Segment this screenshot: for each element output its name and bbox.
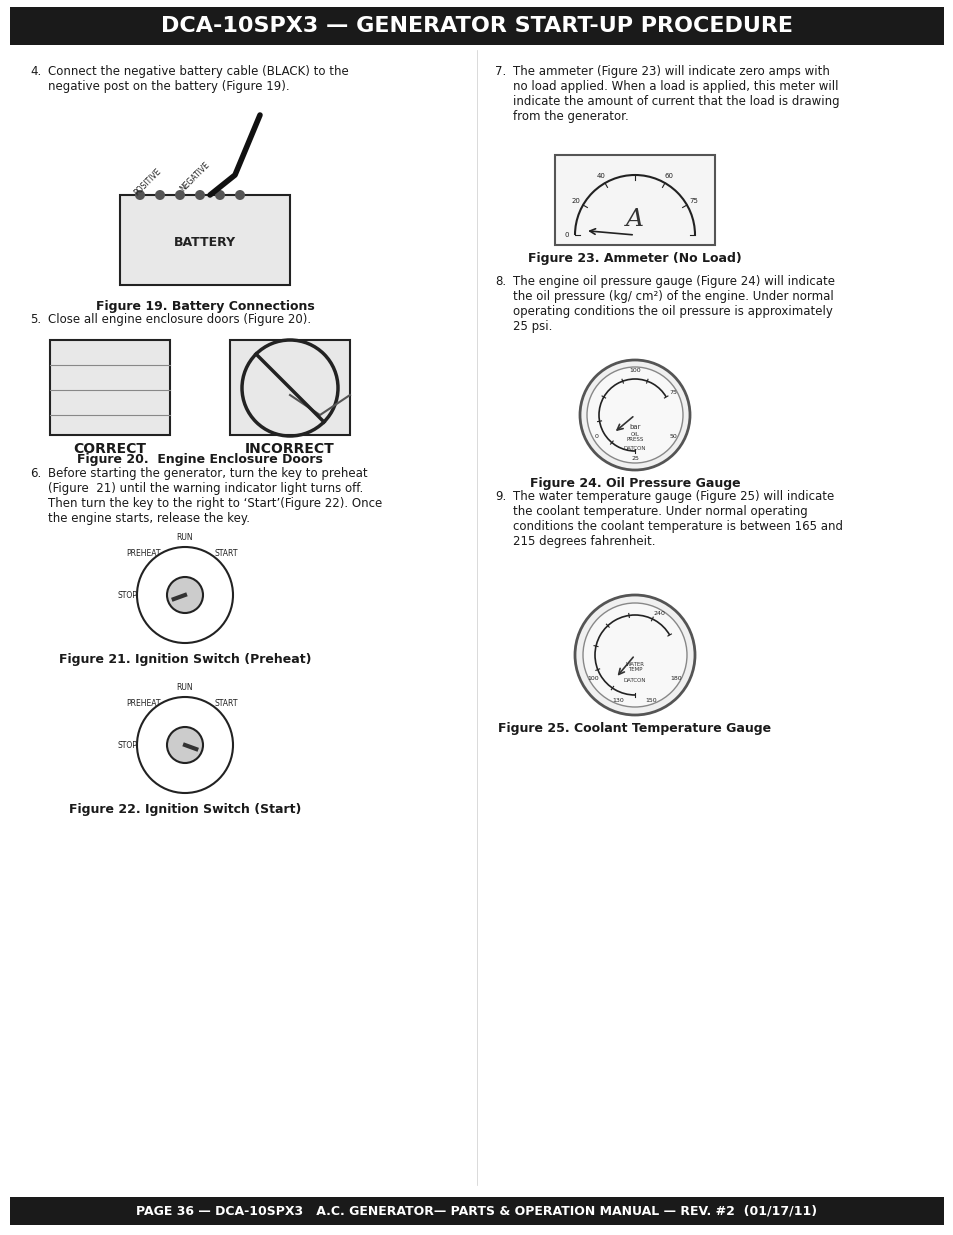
- Text: 8.: 8.: [495, 275, 506, 288]
- Text: RUN: RUN: [176, 683, 193, 692]
- Circle shape: [575, 595, 695, 715]
- Text: 0: 0: [595, 435, 598, 440]
- Text: INCORRECT: INCORRECT: [245, 442, 335, 456]
- Circle shape: [167, 577, 203, 613]
- Circle shape: [167, 727, 203, 763]
- Text: 75: 75: [668, 390, 677, 395]
- Text: PAGE 36 — DCA-10SPX3   A.C. GENERATOR— PARTS & OPERATION MANUAL — REV. #2  (01/1: PAGE 36 — DCA-10SPX3 A.C. GENERATOR— PAR…: [136, 1204, 817, 1218]
- Text: 50: 50: [668, 435, 677, 440]
- Text: RUN: RUN: [176, 532, 193, 541]
- FancyBboxPatch shape: [230, 340, 350, 435]
- Text: The ammeter (Figure 23) will indicate zero amps with
no load applied. When a loa: The ammeter (Figure 23) will indicate ze…: [513, 65, 839, 124]
- Text: 4.: 4.: [30, 65, 41, 78]
- Text: OIL
PRESS: OIL PRESS: [626, 431, 643, 442]
- Text: DATCON: DATCON: [623, 678, 645, 683]
- Text: WATER
TEMP: WATER TEMP: [625, 662, 644, 672]
- Text: STOP: STOP: [117, 741, 137, 750]
- Text: 100: 100: [587, 677, 598, 682]
- Text: Figure 19. Battery Connections: Figure 19. Battery Connections: [95, 300, 314, 312]
- Text: Close all engine enclosure doors (Figure 20).: Close all engine enclosure doors (Figure…: [48, 312, 311, 326]
- Text: START: START: [214, 550, 237, 558]
- Text: The engine oil pressure gauge (Figure 24) will indicate
the oil pressure (kg/ cm: The engine oil pressure gauge (Figure 24…: [513, 275, 834, 333]
- Text: 75: 75: [689, 198, 698, 204]
- Circle shape: [194, 190, 205, 200]
- Text: 9.: 9.: [495, 490, 506, 503]
- Text: Figure 22. Ignition Switch (Start): Figure 22. Ignition Switch (Start): [69, 803, 301, 816]
- Text: CORRECT: CORRECT: [73, 442, 147, 456]
- Circle shape: [174, 190, 185, 200]
- Circle shape: [579, 359, 689, 471]
- Text: NEGATIVE: NEGATIVE: [178, 159, 212, 193]
- Text: Figure 20.  Engine Enclosure Doors: Figure 20. Engine Enclosure Doors: [77, 453, 323, 466]
- Text: 150: 150: [645, 698, 657, 703]
- Circle shape: [214, 190, 225, 200]
- Text: Figure 24. Oil Pressure Gauge: Figure 24. Oil Pressure Gauge: [529, 477, 740, 490]
- Text: 0: 0: [564, 232, 569, 238]
- Text: 130: 130: [612, 698, 624, 703]
- Text: 7.: 7.: [495, 65, 506, 78]
- FancyBboxPatch shape: [10, 1197, 943, 1225]
- Text: 5.: 5.: [30, 312, 41, 326]
- Text: The water temperature gauge (Figure 25) will indicate
the coolant temperature. U: The water temperature gauge (Figure 25) …: [513, 490, 842, 548]
- Text: A: A: [625, 209, 643, 231]
- Circle shape: [234, 190, 245, 200]
- Text: Figure 21. Ignition Switch (Preheat): Figure 21. Ignition Switch (Preheat): [59, 653, 311, 666]
- Text: 60: 60: [664, 173, 673, 179]
- Text: 6.: 6.: [30, 467, 41, 480]
- Text: Figure 25. Coolant Temperature Gauge: Figure 25. Coolant Temperature Gauge: [497, 722, 771, 735]
- Text: 25: 25: [630, 457, 639, 462]
- Text: POSITIVE: POSITIVE: [132, 167, 163, 198]
- Circle shape: [154, 190, 165, 200]
- Text: PREHEAT: PREHEAT: [127, 550, 161, 558]
- Circle shape: [582, 603, 686, 706]
- Text: Before starting the generator, turn the key to preheat
(Figure  21) until the wa: Before starting the generator, turn the …: [48, 467, 382, 525]
- Text: DATCON: DATCON: [623, 447, 645, 452]
- FancyBboxPatch shape: [50, 340, 170, 435]
- Text: 240: 240: [653, 611, 664, 616]
- Text: BATTERY: BATTERY: [173, 236, 235, 249]
- Text: Figure 23. Ammeter (No Load): Figure 23. Ammeter (No Load): [528, 252, 741, 266]
- Text: 40: 40: [596, 173, 605, 179]
- Text: START: START: [214, 699, 237, 709]
- Text: bar: bar: [629, 424, 640, 430]
- Circle shape: [135, 190, 145, 200]
- FancyBboxPatch shape: [120, 195, 290, 285]
- Text: PREHEAT: PREHEAT: [127, 699, 161, 709]
- Text: STOP: STOP: [117, 590, 137, 599]
- Text: Connect the negative battery cable (BLACK) to the
negative post on the battery (: Connect the negative battery cable (BLAC…: [48, 65, 349, 93]
- Text: 100: 100: [629, 368, 640, 373]
- Text: 20: 20: [571, 198, 580, 204]
- Text: 180: 180: [670, 677, 681, 682]
- Circle shape: [586, 367, 682, 463]
- FancyBboxPatch shape: [555, 156, 714, 245]
- Text: DCA-10SPX3 — GENERATOR START-UP PROCEDURE: DCA-10SPX3 — GENERATOR START-UP PROCEDUR…: [161, 16, 792, 36]
- FancyBboxPatch shape: [10, 7, 943, 44]
